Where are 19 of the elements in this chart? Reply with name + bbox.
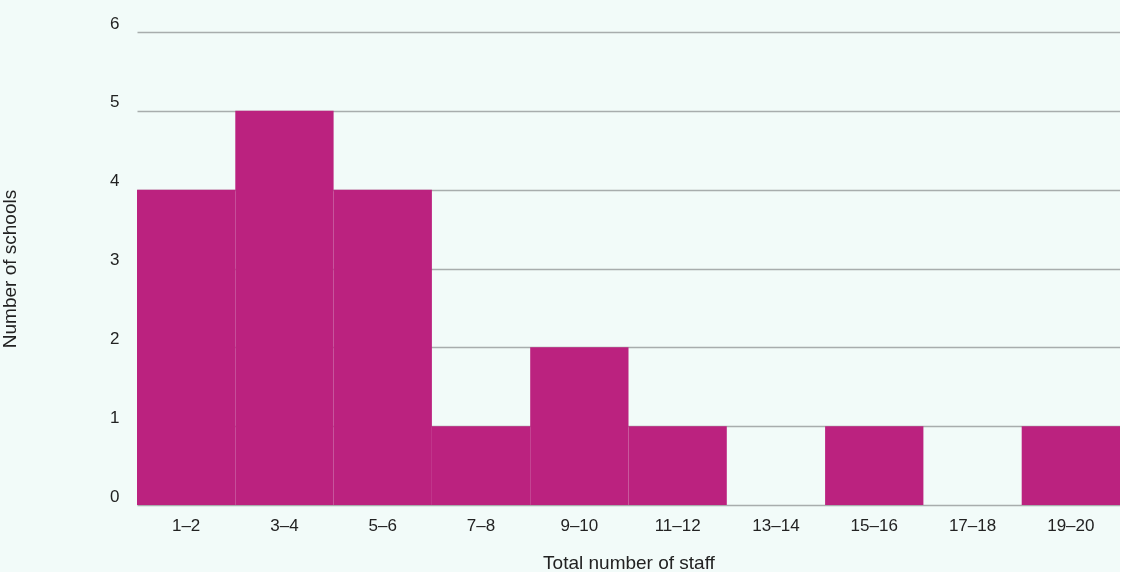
y-tick-label: 3 — [110, 250, 120, 269]
y-tick-label: 2 — [110, 328, 120, 348]
y-tick-label: 4 — [110, 171, 120, 191]
y-axis-title: Number of schools — [0, 189, 21, 349]
x-axis-title: Total number of staff — [543, 551, 716, 573]
y-tick-label: 0 — [110, 486, 120, 506]
x-tick-label: 7–8 — [466, 515, 496, 535]
x-tick-label: 11–12 — [654, 515, 701, 535]
x-tick-label: 17–18 — [948, 515, 997, 535]
x-tick-label: 13–14 — [752, 515, 800, 535]
x-tick-label: 1–2 — [171, 515, 201, 535]
y-tick-label: 5 — [110, 92, 120, 112]
x-tick-label: 19–20 — [1047, 515, 1095, 535]
x-tick-label: 15–16 — [850, 515, 898, 535]
y-tick-label: 6 — [110, 13, 120, 33]
x-tick-label: 5–6 — [368, 515, 397, 535]
x-tick-label: 9–10 — [560, 515, 599, 535]
x-tick-label: 3–4 — [270, 515, 299, 535]
y-tick-label: 1 — [110, 407, 120, 427]
